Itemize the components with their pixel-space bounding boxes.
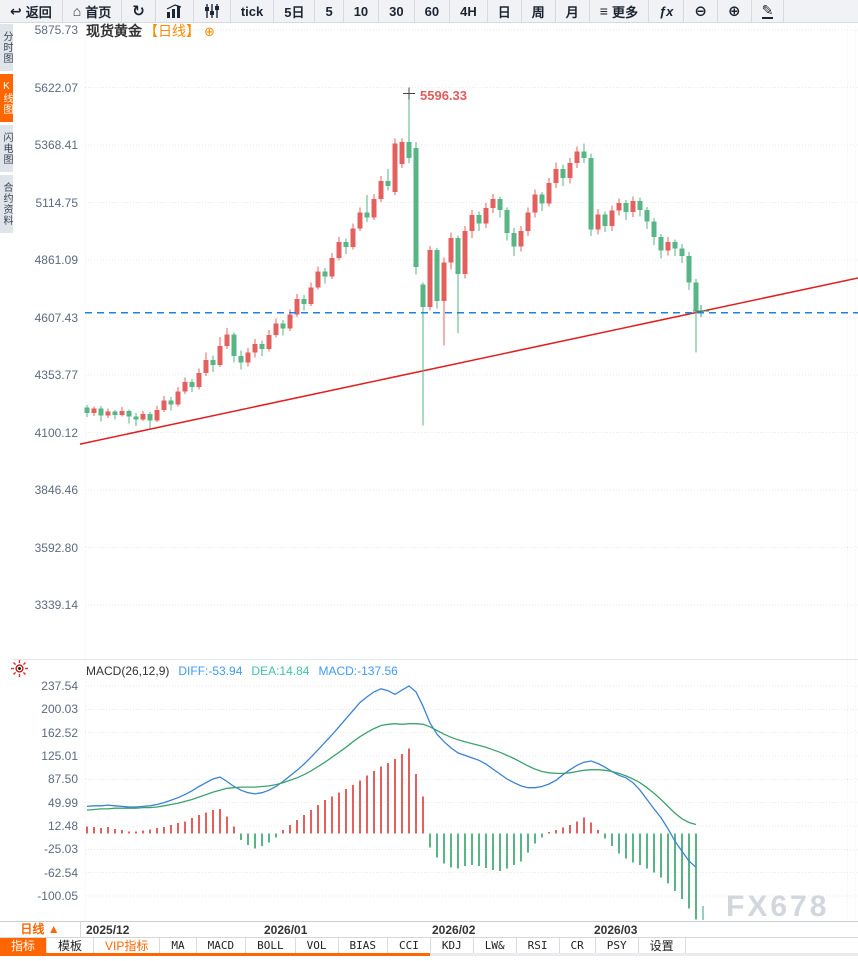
toolbar-label: 5日 <box>284 4 305 20</box>
toolbar-week-button[interactable]: 周 <box>522 0 556 22</box>
price-axis-label: 4100.12 <box>34 425 78 440</box>
macd-macd-value: MACD:-137.56 <box>318 664 398 678</box>
tab-CR[interactable]: CR <box>560 938 596 954</box>
macd-axis-label: 125.01 <box>41 748 78 763</box>
price-axis-label: 5622.07 <box>34 80 78 95</box>
toolbar-label: 日 <box>497 4 511 20</box>
rail-tab-item[interactable]: 合约资料 <box>0 175 13 233</box>
add-instrument-icon[interactable]: ⊕ <box>204 24 215 39</box>
tab-模板[interactable]: 模板 <box>47 938 95 954</box>
left-rail: 分时图 K线图闪电图合约资料 <box>0 24 13 233</box>
tab-KDJ[interactable]: KDJ <box>431 938 474 954</box>
macd-axis-label: 200.03 <box>41 702 78 717</box>
toolbar-label: 首页 <box>85 4 112 20</box>
toolbar-label: 4H <box>460 3 477 19</box>
toolbar-min5-button[interactable]: 5 <box>315 0 344 22</box>
toolbar-draw-button[interactable]: ✎ <box>752 0 785 22</box>
toolbar-min30-button[interactable]: 30 <box>379 0 415 22</box>
toolbar-refresh-button[interactable]: ↻ <box>122 0 156 22</box>
toolbar-more-button[interactable]: ≡ 更多 <box>590 0 649 22</box>
date-axis-label: 2026/02 <box>432 923 476 937</box>
range-scrollbar[interactable] <box>0 953 858 956</box>
toolbar-4h-button[interactable]: 4H <box>450 0 488 22</box>
chevron-up-icon: ▲ <box>47 922 60 936</box>
toolbar-label: tick <box>240 3 264 19</box>
date-axis-label: 2026/03 <box>594 923 638 937</box>
toolbar-home-button[interactable]: ⌂ 首页 <box>63 0 123 22</box>
tab-BOLL[interactable]: BOLL <box>246 938 296 954</box>
price-axis-label: 5875.73 <box>34 23 78 37</box>
macd-axis-label: -25.03 <box>43 842 78 857</box>
price-axis-label: 5368.41 <box>34 138 78 152</box>
bottom-tabbar: 指标 模板 VIP指标 MA MACD BOLL VOL BIAS CCI KDJ LW& RSI CR… <box>0 937 858 954</box>
top-toolbar: ↩ 返回 ⌂ 首页 ↻ tick 5日 5 10 30 60 4H 日 周 月 ≡ 更多 ƒx ⊖ ⊕ ✎ <box>0 0 858 23</box>
instrument-name: 现货黄金 <box>86 23 142 39</box>
tab-BIAS[interactable]: BIAS <box>339 938 388 954</box>
toolbar-label: 5 <box>325 3 333 19</box>
toolbar-min60-button[interactable]: 60 <box>415 0 451 22</box>
macd-dea-value: DEA:14.84 <box>251 664 310 678</box>
toolbar-label: 更多 <box>611 4 638 20</box>
macd-axis-label: -100.05 <box>37 888 78 903</box>
toolbar-label: 返回 <box>25 4 52 20</box>
toolbar-candle-chart-button[interactable] <box>194 0 231 22</box>
tab-MACD[interactable]: MACD <box>197 938 247 954</box>
price-axis-label: 4353.77 <box>34 368 78 382</box>
chart-title: 现货黄金 【日线】 ⊕ <box>86 21 215 41</box>
price-axis-label: 4607.43 <box>34 310 78 325</box>
rail-tab-item[interactable]: 分时图 <box>0 24 13 71</box>
macd-axis-label: 49.99 <box>47 795 78 810</box>
date-axis-label: 2025/12 <box>86 923 130 937</box>
tab-VIP指标[interactable]: VIP指标 <box>94 938 161 954</box>
toolbar-day-button[interactable]: 日 <box>488 0 522 22</box>
rail-tab-item[interactable]: 闪电图 <box>0 125 13 172</box>
macd-axis-label: 237.54 <box>41 679 78 693</box>
toolbar-label: 周 <box>531 4 545 20</box>
indicator-sun-icon[interactable] <box>11 660 28 682</box>
rail-tab-active[interactable]: K线图 <box>0 74 13 122</box>
tab-LW&[interactable]: LW& <box>474 938 517 954</box>
price-axis-label: 5114.75 <box>35 195 79 210</box>
price-axis-label: 3339.14 <box>34 598 78 612</box>
toolbar-label: 30 <box>389 3 404 19</box>
macd-params: MACD(26,12,9) <box>86 664 170 678</box>
macd-axis-label: 12.48 <box>47 818 78 833</box>
tab-设置[interactable]: 设置 <box>639 938 686 954</box>
toolbar-tick-button[interactable]: tick <box>231 0 275 22</box>
peak-price-annotation: 5596.33 <box>420 88 467 103</box>
toolbar-column-chart-button[interactable] <box>156 0 194 22</box>
tab-MA[interactable]: MA <box>160 938 197 954</box>
toolbar-back-button[interactable]: ↩ 返回 <box>0 0 63 22</box>
watermark: FX678 <box>726 890 830 923</box>
toolbar-zoom-out-button[interactable]: ⊖ <box>684 0 718 22</box>
toolbar-fx-button[interactable]: ƒx <box>649 0 685 22</box>
macd-axis-label: -62.54 <box>43 865 78 880</box>
macd-diff-value: DIFF:-53.94 <box>178 664 243 678</box>
macd-header: MACD(26,12,9) DIFF:-53.94 DEA:14.84 MACD:-1… <box>86 664 398 678</box>
date-axis-label: 2026/01 <box>264 923 308 937</box>
tab-VOL[interactable]: VOL <box>296 938 339 954</box>
macd-axis-label: 87.50 <box>47 772 78 787</box>
tab-RSI[interactable]: RSI <box>517 938 560 954</box>
price-axis-label: 3592.80 <box>34 540 78 555</box>
tab-指标[interactable]: 指标 <box>0 938 48 954</box>
toolbar-label: 10 <box>353 3 369 19</box>
macd-axis-label: 162.52 <box>41 725 78 740</box>
toolbar-min10-button[interactable]: 10 <box>344 0 380 22</box>
toolbar-label: 60 <box>424 3 440 19</box>
toolbar-5d-button[interactable]: 5日 <box>274 0 316 22</box>
range-scrollbar-thumb[interactable] <box>0 953 430 956</box>
period-selector[interactable]: 日线 ▲ <box>0 922 80 937</box>
tab-PSY[interactable]: PSY <box>596 938 639 954</box>
period-selector-label: 日线 <box>20 922 45 936</box>
toolbar-month-button[interactable]: 月 <box>556 0 590 22</box>
tab-CCI[interactable]: CCI <box>388 938 431 954</box>
period-label: 【日线】 <box>144 23 200 39</box>
price-axis-label: 3846.46 <box>34 483 78 497</box>
toolbar-zoom-in-button[interactable]: ⊕ <box>718 0 752 22</box>
price-axis-label: 4861.09 <box>34 253 78 267</box>
toolbar-label: 月 <box>565 4 579 20</box>
